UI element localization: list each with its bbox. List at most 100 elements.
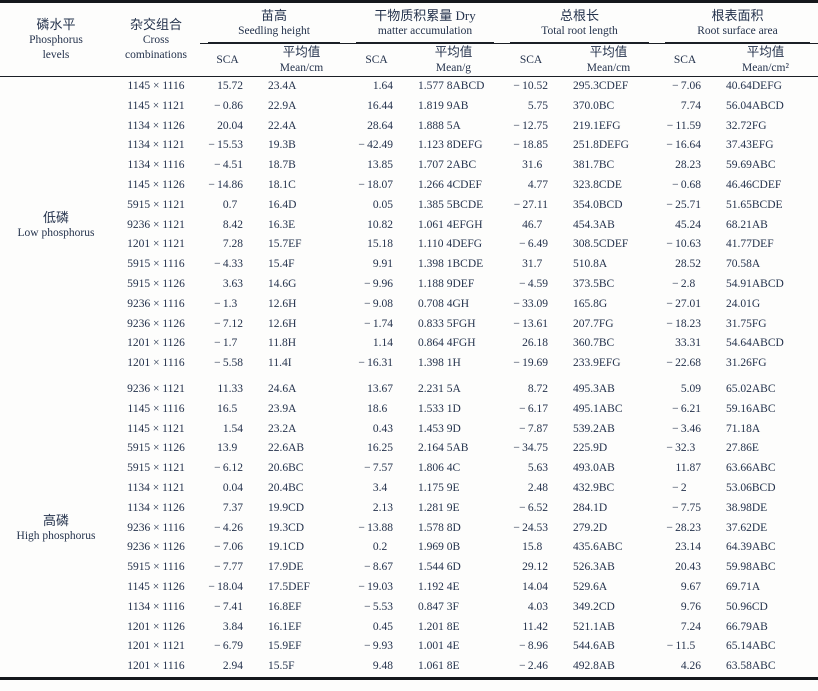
table-row: 1145 × 1121 1.54 23.2A 0.43 1.453 9D − 7.87 53… (0, 420, 818, 440)
table-row: 5915 × 1121 0.7 16.4D 0.05 1.385 5BCDE − 27.… (0, 196, 818, 216)
cross-combination-cell: 9236 × 1126 (127, 317, 185, 330)
sca-value-cell: 0.7 (222, 198, 243, 211)
sca-value-cell: 11.87 (675, 462, 701, 475)
sca-value-cell: 15.72 (217, 80, 243, 92)
table-row: 9236 × 1121 8.42 16.3E 10.82 1.061 4EFGH 46.7… (0, 216, 818, 236)
mean-value-cell: 18.1C (268, 178, 296, 191)
mean-value-cell: 454.3AB (573, 218, 615, 231)
sca-value-cell: 15.8 (522, 541, 548, 554)
sca-value-cell: 7.37 (222, 501, 243, 514)
mean-value-cell: 37.62DE (726, 521, 768, 534)
sca-value-cell: − 6.17 (519, 402, 548, 415)
sca-value-cell: 0.43 (372, 422, 393, 435)
table-row: 低磷 Low phosphorus 1145 × 1116 15.72 23.4A 1.6… (0, 77, 818, 239)
mean-value-cell: 0.847 3F (418, 600, 459, 613)
sca-value-cell: − 0.68 (672, 178, 701, 191)
mean-value-cell: 23.9A (268, 402, 297, 415)
cross-combination-cell: 1201 × 1121 (127, 640, 185, 653)
mean-label-zh: 平均值 (282, 45, 321, 59)
table-row: 1145 × 1116 16.5 23.9A 18.6 1.533 1D − 6.17… (0, 400, 818, 420)
sca-value-cell: − 5.58 (214, 357, 243, 370)
sca-value-cell: 29.12 (522, 561, 548, 574)
sca-value-cell: − 8.96 (519, 640, 548, 653)
mean-value-cell: 31.75FG (726, 317, 767, 330)
mean-value-cell: 495.1ABC (573, 402, 623, 415)
sca-value-cell: 28.64 (367, 119, 393, 132)
phosphorus-group-label: 高磷 High phosphorus (0, 380, 112, 678)
header-group-seedling-height: 苗高 Seedling height (200, 1, 348, 44)
sca-value-cell: − 6.52 (519, 501, 548, 514)
sca-value-cell: 10.82 (367, 218, 393, 231)
mean-value-cell: 31.26FG (726, 357, 767, 370)
mean-value-cell: 0.833 5FGH (418, 317, 476, 330)
header-phosphorus-levels: 磷水平 Phosphorus levels (0, 1, 112, 77)
sca-value-cell: 1.14 (372, 337, 393, 350)
group-title-zh: 根表面积 (711, 8, 764, 23)
sca-value-cell: 0.05 (372, 198, 393, 211)
sca-value-cell: − 2.8 (672, 277, 701, 290)
mean-value-cell: 66.79AB (726, 620, 768, 633)
header-mean-seedling: 平均值 Mean/cm (255, 43, 348, 77)
header-group-dry-matter: 干物质积累量 Dry matter accumulation (348, 1, 502, 44)
mean-value-cell: 0.864 4FGH (418, 337, 476, 350)
mean-value-cell: 373.5BC (573, 277, 615, 290)
header-mean-root-length: 平均值 Mean/cm (560, 43, 657, 77)
mean-value-cell: 492.8AB (573, 660, 615, 673)
sca-value-cell: 28.52 (675, 258, 701, 271)
table-row: 1145 × 1121 − 0.86 22.9A 16.44 1.819 9AB 5.75… (0, 97, 818, 117)
sca-value-cell: − 4.51 (214, 159, 243, 172)
table-row: 1145 × 1126 − 14.86 18.1C − 18.07 1.266 4CDE… (0, 176, 818, 196)
mean-value-cell: 19.3CD (268, 521, 305, 534)
mean-value-cell: 59.69ABC (726, 159, 776, 172)
mean-value-cell: 12.6H (268, 297, 297, 310)
mean-value-cell: 1.061 8E (418, 660, 460, 673)
sca-value-cell: − 2.46 (519, 660, 548, 673)
cross-combination-cell: 1145 × 1126 (127, 580, 185, 593)
sca-value-cell: − 42.49 (358, 139, 393, 152)
high-phosphorus-block: 高磷 High phosphorus 9236 × 1121 11.33 24.6A 13… (0, 380, 818, 678)
sca-value-cell: − 7.12 (214, 317, 243, 330)
mean-value-cell: 17.5DEF (268, 580, 310, 593)
sca-value-cell: − 6.21 (672, 402, 701, 415)
mean-value-cell: 2.231 5A (418, 382, 461, 395)
mean-value-cell: 22.6AB (268, 442, 305, 455)
mean-value-cell: 1.398 1H (418, 357, 461, 370)
mean-value-cell: 16.4D (268, 198, 297, 211)
cross-combination-cell: 5915 × 1126 (127, 442, 185, 455)
mean-value-cell: 544.6AB (573, 640, 615, 653)
cross-combination-cell: 9236 × 1126 (127, 541, 185, 554)
sca-value-cell: − 11.59 (666, 119, 701, 132)
sca-value-cell: − 6.79 (214, 640, 243, 653)
sca-value-cell: 7.24 (680, 620, 701, 633)
cross-combination-cell: 5915 × 1126 (127, 277, 185, 290)
sca-value-cell: 14.04 (522, 580, 548, 593)
mean-value-cell: 1.577 8ABCD (418, 80, 485, 92)
table-row: 5915 × 1126 13.9 22.6AB 16.25 2.164 5AB − 34… (0, 439, 818, 459)
mean-value-cell: 381.7BC (573, 159, 615, 172)
mean-value-cell: 20.6BC (268, 462, 304, 475)
table-row: 9236 × 1126− 7.06 19.1CD 0.2 1.969 0B 15.8 … (0, 538, 818, 558)
sca-value-cell: 23.14 (675, 541, 701, 554)
group-title-zh: 干物质积累量 Dry (374, 8, 476, 23)
sca-value-cell: − 7.75 (672, 501, 701, 514)
cross-combination-cell: 1145 × 1121 (127, 99, 185, 112)
sca-value-cell: 33.31 (675, 337, 701, 350)
sca-value-cell: − 9.93 (364, 640, 393, 653)
sca-value-cell: − 13.61 (513, 317, 548, 330)
mean-label-unit: Mean/cm² (742, 62, 789, 74)
sca-value-cell: 8.72 (527, 382, 548, 395)
mean-value-cell: 24.01G (726, 297, 761, 310)
mean-value-cell: 54.64ABCD (726, 337, 784, 350)
mean-value-cell: 19.1CD (268, 541, 305, 554)
mean-value-cell: 1.188 9DEF (418, 277, 475, 290)
sca-value-cell: − 14.86 (208, 178, 243, 191)
cross-combination-cell: 1145 × 1116 (127, 402, 185, 415)
mean-value-cell: 23.4A (268, 80, 297, 92)
sca-value-cell: − 10.52 (513, 80, 548, 92)
sca-value-cell: 1.54 (222, 422, 243, 435)
mean-value-cell: 1.969 0B (418, 541, 461, 554)
mean-value-cell: 18.7B (268, 159, 296, 172)
sca-value-cell: − 32.3 (666, 442, 701, 455)
mean-value-cell: 11.4I (268, 357, 292, 370)
